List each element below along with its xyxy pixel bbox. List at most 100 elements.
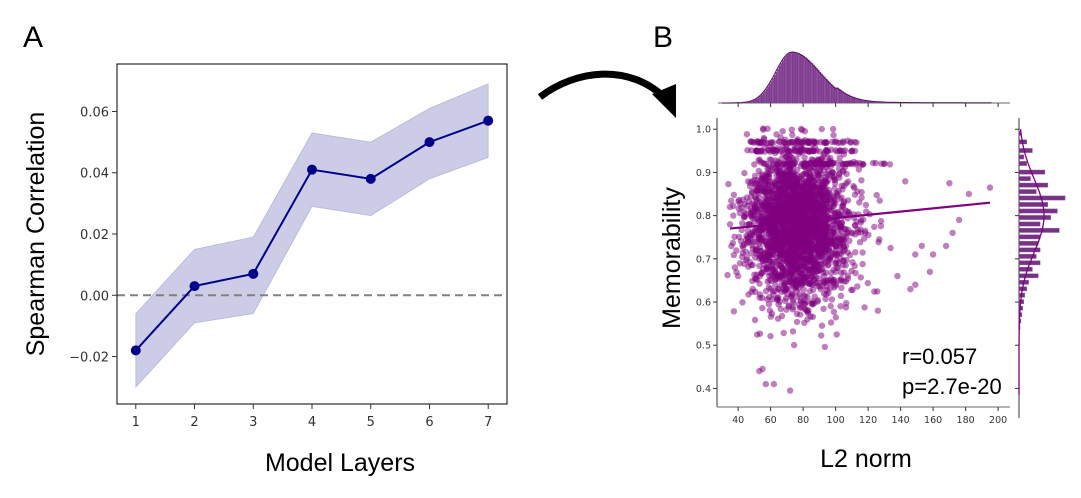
- marginal-x-bar: [819, 71, 822, 104]
- scatter-point: [787, 200, 794, 207]
- scatter-point: [786, 206, 793, 213]
- marginal-x-bar: [767, 86, 770, 104]
- x-tick-label: 3: [249, 415, 257, 430]
- y-tick-label: 0.06: [80, 105, 109, 120]
- marginal-x-bar: [809, 61, 812, 104]
- scatter-point: [871, 223, 878, 231]
- scatter-point: [835, 259, 842, 267]
- scatter-point: [793, 293, 801, 300]
- scatter-point: [773, 131, 780, 138]
- scatter-point: [877, 217, 885, 225]
- scatter-point: [770, 178, 777, 185]
- scatter-point: [777, 203, 785, 211]
- scatter-point: [771, 211, 778, 218]
- scatter-point: [752, 208, 759, 215]
- scatter-point: [748, 189, 756, 196]
- scatter-point: [854, 283, 861, 290]
- scatter-point: [741, 260, 748, 267]
- scatter-point: [790, 168, 797, 175]
- marginal-y-bar: [1018, 247, 1041, 253]
- scatter-point: [754, 187, 761, 195]
- confidence-band: [135, 83, 489, 389]
- scatter-point: [746, 183, 754, 190]
- marginal-x-bar: [794, 52, 797, 104]
- scatter-point: [777, 169, 784, 177]
- scatter-point: [748, 147, 755, 154]
- scatter-point: [779, 161, 786, 168]
- scatter-point: [773, 147, 781, 154]
- scatter-point: [834, 148, 841, 155]
- marginal-x-bar: [755, 98, 758, 104]
- scatter-point: [793, 195, 800, 202]
- scatter-point: [757, 252, 764, 260]
- panel-a-line-chart: 1 2 3 4 5 6 7 0.06 0.04 0.02 0.00 −0.02 Model Laye…: [22, 63, 508, 477]
- scatter-point: [859, 249, 866, 256]
- scatter-point: [814, 188, 821, 195]
- scatter-point: [812, 160, 820, 167]
- scatter-point: [763, 169, 770, 177]
- scatter-point: [780, 197, 787, 205]
- scatter-point: [763, 178, 770, 186]
- scatter-point: [731, 233, 738, 240]
- marginal-x-bar: [817, 70, 820, 104]
- data-point: [189, 281, 200, 292]
- scatter-point: [756, 291, 764, 298]
- scatter-point: [751, 161, 758, 168]
- scatter-point: [850, 183, 857, 190]
- marginal-x-bar: [786, 54, 789, 104]
- scatter-point: [810, 233, 817, 240]
- scatter-point: [874, 288, 881, 295]
- y-axis-title: Memorability: [658, 187, 686, 329]
- scatter-point: [894, 272, 901, 280]
- marginal-x-bar: [778, 65, 781, 104]
- scatter-point: [794, 233, 801, 241]
- scatter-point: [747, 250, 755, 257]
- scatter-point: [815, 172, 822, 179]
- scatter-point: [788, 126, 795, 133]
- marginal-x-bar: [835, 88, 838, 104]
- scatter-point: [839, 201, 847, 208]
- scatter-point: [801, 319, 808, 326]
- scatter-point: [815, 254, 823, 261]
- scatter-point: [802, 306, 809, 313]
- scatter-point: [765, 139, 772, 147]
- scatter-point: [792, 278, 799, 285]
- scatter-point: [798, 138, 805, 145]
- confidence-band-group: [135, 83, 489, 389]
- scatter-point: [785, 166, 792, 173]
- marginal-y-bar: [1018, 241, 1039, 246]
- scatter-point: [873, 191, 880, 199]
- panel-label-a: A: [23, 21, 43, 54]
- scatter-point: [741, 241, 748, 248]
- scatter-point: [805, 207, 812, 215]
- scatter-point: [797, 269, 804, 276]
- scatter-point: [749, 229, 756, 236]
- y-tick-label: 0.8: [696, 211, 711, 222]
- x-tick-label: 180: [957, 415, 975, 426]
- scatter-point: [773, 225, 780, 233]
- scatter-point: [764, 296, 771, 303]
- scatter-point: [751, 219, 758, 226]
- scatter-point: [926, 268, 934, 275]
- scatter-point: [728, 197, 735, 204]
- scatter-point: [848, 267, 855, 275]
- data-point: [424, 137, 435, 148]
- scatter-point: [875, 238, 882, 246]
- scatter-point: [823, 146, 830, 154]
- scatter-point: [774, 273, 781, 280]
- scatter-point: [742, 248, 750, 256]
- scatter-point: [805, 148, 812, 155]
- scatter-point: [745, 198, 753, 205]
- scatter-point: [757, 212, 764, 220]
- marginal-x-bar: [772, 78, 775, 104]
- scatter-point: [830, 266, 837, 273]
- scatter-point: [818, 322, 826, 329]
- marginal-y-bar: [1018, 267, 1033, 272]
- x-tick-label: 6: [425, 415, 433, 430]
- scatter-point: [840, 248, 847, 255]
- scatter-point: [724, 271, 731, 279]
- scatter-point: [741, 169, 748, 177]
- scatter-point: [887, 244, 894, 252]
- scatter-point: [856, 239, 864, 246]
- scatter-point: [749, 242, 756, 249]
